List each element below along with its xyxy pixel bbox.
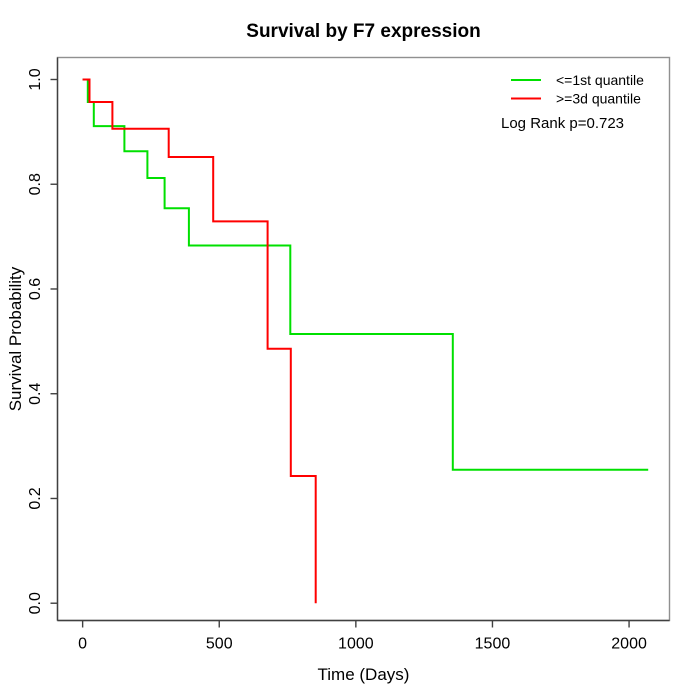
plot-box xyxy=(56,56,671,622)
x-axis-label: Time (Days) xyxy=(318,665,410,684)
x-tick-label: 1000 xyxy=(338,636,374,653)
y-axis-label: Survival Probability xyxy=(6,266,25,411)
y-tick-label: 0.8 xyxy=(27,173,44,195)
y-axis: 0.0 0.2 0.4 0.6 0.8 1.0 xyxy=(27,68,58,614)
km-curves xyxy=(82,78,649,604)
y-tick-label: 0.2 xyxy=(27,487,44,509)
km-curve-red xyxy=(82,78,317,604)
legend-label-green: <=1st quantile xyxy=(556,72,644,88)
x-tick-label: 1500 xyxy=(475,636,511,653)
x-tick-label: 2000 xyxy=(611,636,647,653)
y-tick-label: 0.6 xyxy=(27,278,44,300)
y-tick-label: 0.4 xyxy=(27,383,44,405)
legend: <=1st quantile >=3d quantile Log Rank p=… xyxy=(501,72,644,132)
km-curve-green xyxy=(82,78,649,471)
legend-label-red: >=3d quantile xyxy=(556,91,641,107)
logrank-annotation: Log Rank p=0.723 xyxy=(501,115,624,132)
x-tick-label: 0 xyxy=(78,636,87,653)
y-tick-label: 0.0 xyxy=(27,592,44,614)
x-axis: 0 500 1000 1500 2000 xyxy=(78,620,647,653)
chart-title: Survival by F7 expression xyxy=(246,21,480,42)
y-tick-label: 1.0 xyxy=(27,68,44,90)
x-tick-label: 500 xyxy=(206,636,233,653)
